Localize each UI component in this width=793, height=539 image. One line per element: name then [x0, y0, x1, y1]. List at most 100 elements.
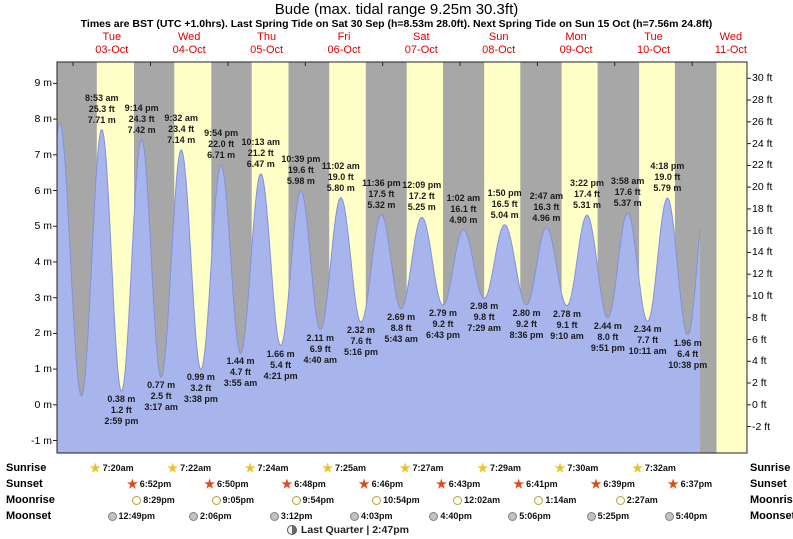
sunset-star-icon: ★	[590, 477, 602, 491]
low-tide-annotation: 0.38 m 1.2 ft 2:59 pm	[104, 394, 139, 427]
y-axis-label-m: -1 m	[31, 434, 52, 447]
low-tide-annotation: 2.11 m 6.9 ft 4:40 am	[303, 332, 338, 365]
moonrise-entry: 12:02am	[453, 493, 500, 507]
y-axis-label-m: 7 m	[34, 148, 52, 161]
sunset-entry: ★ 6:37pm	[668, 477, 712, 491]
sunrise-star-icon: ★	[554, 461, 566, 475]
y-axis-label-ft: 22 ft	[752, 159, 773, 172]
sunrise-entry: ★ 7:24am	[245, 461, 289, 475]
sunrise-entry: ★ 7:29am	[477, 461, 521, 475]
moonrise-icon	[132, 495, 142, 505]
day-column-label: Tue 10-Oct	[636, 31, 671, 56]
sunset-time: 6:39pm	[603, 479, 635, 489]
astro-row-label-right: Moonset	[750, 510, 793, 522]
moonrise-icon	[453, 495, 463, 505]
sunset-time: 6:46pm	[371, 479, 404, 489]
sunrise-entry: ★ 7:25am	[322, 461, 366, 475]
sunrise-star-icon: ★	[632, 461, 643, 475]
moonrise-icon	[534, 495, 544, 505]
moon-phase-text: Last Quarter | 2:47pm	[301, 524, 409, 536]
sunrise-star-icon: ★	[477, 461, 488, 475]
y-axis-label-m: 9 m	[34, 77, 52, 90]
moonset-time: 5:06pm	[519, 511, 551, 521]
astro-row-label-right: Moonrise	[750, 494, 793, 506]
sunrise-star-icon: ★	[322, 461, 333, 475]
sunset-entry: ★ 6:43pm	[436, 477, 480, 491]
moonset-icon	[269, 511, 279, 521]
sunset-star-icon: ★	[667, 477, 679, 491]
sunrise-time: 7:24am	[257, 463, 289, 473]
high-tide-annotation: 4:18 pm 19.0 ft 5.79 m	[650, 161, 685, 193]
y-axis-label-m: 0 m	[34, 398, 52, 411]
low-tide-annotation: 1.66 m 5.4 ft 4:21 pm	[263, 348, 298, 381]
chart-subtitle: Times are BST (UTC +1.0hrs). Last Spring…	[80, 18, 713, 30]
high-tide-annotation: 10:13 am 21.2 ft 6.47 m	[241, 136, 281, 169]
day-column-label: Wed 04-Oct	[172, 31, 206, 56]
moonrise-time: 12:02am	[464, 495, 501, 505]
y-axis-label-m: 1 m	[34, 363, 52, 376]
moonrise-entry: 1:14am	[534, 493, 576, 507]
moonset-time: 3:12pm	[280, 511, 313, 521]
y-axis-label-ft: 0 ft	[752, 398, 767, 411]
tide-area-fill	[57, 122, 701, 453]
y-axis-label-m: 2 m	[34, 327, 52, 340]
moon-phase-footer: Last Quarter | 2:47pm	[287, 524, 409, 536]
low-tide-annotation: 2.44 m 8.0 ft 9:51 pm	[590, 320, 625, 353]
y-axis-label-ft: 16 ft	[752, 224, 773, 237]
moonset-icon	[429, 511, 439, 521]
y-axis-label-ft: 14 ft	[752, 246, 773, 259]
y-axis-label-ft: 18 ft	[752, 202, 773, 215]
sunset-entry: ★ 6:52pm	[127, 477, 171, 491]
sunset-entry: ★ 6:48pm	[282, 477, 326, 491]
moonset-time: 5:40pm	[675, 511, 708, 521]
moonrise-time: 10:54pm	[383, 495, 420, 505]
moonset-icon	[350, 511, 359, 521]
sunset-star-icon: ★	[281, 477, 293, 491]
high-tide-annotation: 1:02 am 16.1 ft 4.90 m	[446, 192, 481, 225]
high-tide-annotation: 1:50 pm 16.5 ft 5.04 m	[487, 187, 522, 220]
high-tide-annotation: 12:09 pm 17.2 ft 5.25 m	[402, 180, 442, 213]
low-tide-annotation: 0.77 m 2.5 ft 3:17 am	[144, 380, 178, 413]
astro-row-label-left: Sunset	[6, 478, 43, 490]
moonrise-entry: 9:05pm	[211, 493, 255, 507]
high-tide-annotation: 11:02 am 19.0 ft 5.80 m	[321, 160, 360, 193]
moonset-time: 4:40pm	[440, 511, 472, 521]
sunrise-entry: ★ 7:27am	[400, 461, 444, 475]
tide-curve-line	[56, 121, 701, 397]
moonrise-entry: 2:27am	[615, 493, 658, 507]
y-axis-label-ft: 24 ft	[752, 137, 773, 150]
high-tide-annotation: 3:22 pm 17.4 ft 5.31 m	[569, 178, 605, 211]
sunrise-time: 7:32am	[644, 463, 676, 473]
moonrise-icon	[291, 495, 301, 505]
y-axis-label-m: 8 m	[34, 113, 52, 126]
moonset-time: 2:06pm	[200, 511, 232, 521]
low-tide-annotation: 2.32 m 7.6 ft 5:16 pm	[343, 325, 379, 357]
low-tide-annotation: 1.96 m 6.4 ft 10:38 pm	[668, 337, 708, 370]
moonset-entry: 3:12pm	[269, 509, 313, 523]
low-tide-annotation: 2.80 m 9.2 ft 8:36 pm	[509, 307, 544, 340]
y-axis-label-ft: 8 ft	[752, 311, 767, 324]
sunset-time: 6:41pm	[526, 479, 558, 489]
y-axis-label-ft: 6 ft	[752, 333, 767, 346]
sunset-star-icon: ★	[436, 477, 447, 491]
y-axis-label-ft: 4 ft	[752, 355, 767, 368]
low-tide-annotation: 2.78 m 9.1 ft 9:10 am	[550, 308, 584, 341]
sunrise-time: 7:29am	[489, 463, 521, 473]
moonrise-time: 8:29pm	[143, 495, 175, 505]
sunset-time: 6:50pm	[216, 479, 249, 489]
y-axis-label-ft: 26 ft	[752, 115, 773, 128]
moonset-icon	[508, 511, 518, 521]
day-column-label: Mon 09-Oct	[559, 31, 593, 56]
high-tide-annotation: 3:58 am 17.6 ft 5.37 m	[610, 176, 645, 208]
moonrise-time: 9:05pm	[222, 495, 255, 505]
day-column-label: Wed 11-Oct	[714, 31, 747, 56]
sunrise-star-icon: ★	[167, 461, 179, 475]
moonset-entry: 5:40pm	[664, 509, 708, 523]
sunrise-time: 7:22am	[180, 463, 212, 473]
sunrise-star-icon: ★	[89, 461, 101, 475]
day-column-label: Fri 06-Oct	[327, 31, 361, 56]
low-tide-annotation: 2.98 m 9.8 ft 7:29 am	[467, 301, 501, 334]
sunset-star-icon: ★	[127, 477, 138, 491]
moonrise-time: 1:14am	[545, 495, 577, 505]
